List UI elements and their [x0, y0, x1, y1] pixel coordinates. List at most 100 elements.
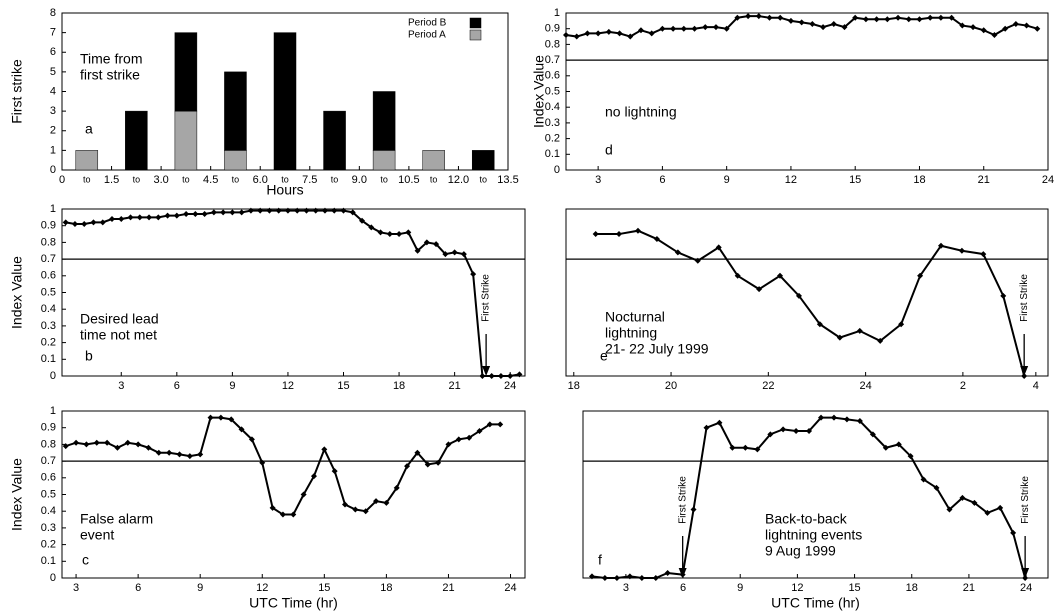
marker: [937, 14, 944, 21]
x-tick-label: 6: [135, 582, 141, 594]
marker: [595, 30, 602, 37]
marker: [959, 22, 966, 29]
marker: [970, 24, 977, 31]
marker: [114, 444, 121, 451]
x-tick-label: 24: [1042, 174, 1054, 186]
marker: [460, 251, 467, 258]
marker: [1010, 529, 1017, 536]
plot-frame: [61, 208, 526, 377]
marker: [310, 473, 317, 480]
marker: [1022, 575, 1029, 581]
marker: [109, 216, 116, 223]
marker: [266, 207, 273, 214]
marker: [638, 575, 645, 581]
marker: [971, 499, 978, 506]
marker: [176, 451, 183, 458]
marker: [368, 224, 375, 231]
marker: [62, 219, 69, 226]
marker: [818, 414, 825, 421]
y-tick-label: 0.4: [41, 505, 56, 517]
marker: [321, 446, 328, 453]
x-axis-label: UTC Time (hr): [249, 595, 338, 611]
marker: [414, 247, 421, 254]
x-tick-label: 24: [504, 582, 516, 594]
marker: [1012, 20, 1019, 27]
y-tick-label: 0.9: [545, 23, 560, 35]
bar-segment: [174, 32, 198, 112]
marker: [795, 292, 802, 299]
marker: [637, 27, 644, 34]
marker: [715, 244, 722, 251]
x-tick-label: 12: [791, 582, 803, 594]
category-label: to: [83, 174, 91, 184]
marker: [895, 441, 902, 448]
marker: [166, 449, 173, 456]
marker: [742, 444, 749, 451]
first-strike-label: First Strike: [677, 476, 688, 524]
marker: [186, 453, 193, 460]
marker: [124, 439, 131, 446]
marker: [997, 504, 1004, 511]
marker: [451, 249, 458, 256]
bar-segment: [75, 150, 99, 171]
annotation: lightning: [605, 325, 657, 341]
category-label: to: [331, 174, 339, 184]
marker: [862, 16, 869, 23]
marker: [820, 24, 827, 31]
marker: [648, 30, 655, 37]
y-tick-label: 0.7: [41, 455, 56, 467]
annotation: 9 Aug 1999: [765, 543, 836, 559]
marker: [470, 271, 477, 278]
marker: [984, 509, 991, 516]
marker: [404, 463, 411, 470]
bar-segment: [372, 91, 396, 151]
marker: [238, 426, 245, 433]
marker: [592, 231, 599, 238]
marker: [959, 494, 966, 501]
marker: [146, 214, 153, 221]
y-tick-label: 3: [50, 105, 56, 117]
marker: [694, 257, 701, 264]
marker: [841, 24, 848, 31]
marker: [563, 31, 569, 38]
marker: [173, 212, 180, 219]
marker: [90, 219, 97, 226]
marker: [405, 229, 412, 236]
marker: [946, 506, 953, 513]
x-tick-label: 2: [960, 380, 966, 392]
marker: [680, 25, 687, 32]
y-tick-label: 0.2: [41, 337, 56, 349]
x-tick-label: 0: [59, 174, 65, 186]
annotation: event: [80, 527, 114, 543]
marker: [164, 212, 171, 219]
marker: [588, 573, 595, 580]
marker: [93, 439, 100, 446]
marker: [933, 484, 940, 491]
panel-label: e: [600, 348, 608, 364]
marker: [201, 211, 208, 218]
marker: [373, 498, 380, 505]
marker: [898, 321, 905, 328]
marker: [455, 436, 462, 443]
marker: [300, 491, 307, 498]
marker: [1023, 22, 1030, 29]
marker: [118, 216, 125, 223]
first-strike-label: First Strike: [1019, 274, 1030, 322]
marker: [476, 428, 483, 435]
marker: [488, 373, 495, 379]
annotation: Time from: [80, 51, 142, 67]
marker: [573, 33, 580, 40]
marker: [396, 231, 403, 238]
marker: [856, 418, 863, 425]
x-tick-label: 13.5: [497, 174, 518, 186]
marker: [155, 449, 162, 456]
y-tick-label: 0.2: [545, 133, 560, 145]
x-tick-label: 18: [393, 380, 405, 392]
annotation: Nocturnal: [605, 309, 665, 325]
marker: [414, 449, 421, 456]
marker: [217, 414, 224, 421]
marker: [626, 573, 633, 580]
y-tick-label: 0.7: [545, 54, 560, 66]
marker: [927, 14, 934, 21]
y-axis-label: First strike: [9, 59, 25, 124]
